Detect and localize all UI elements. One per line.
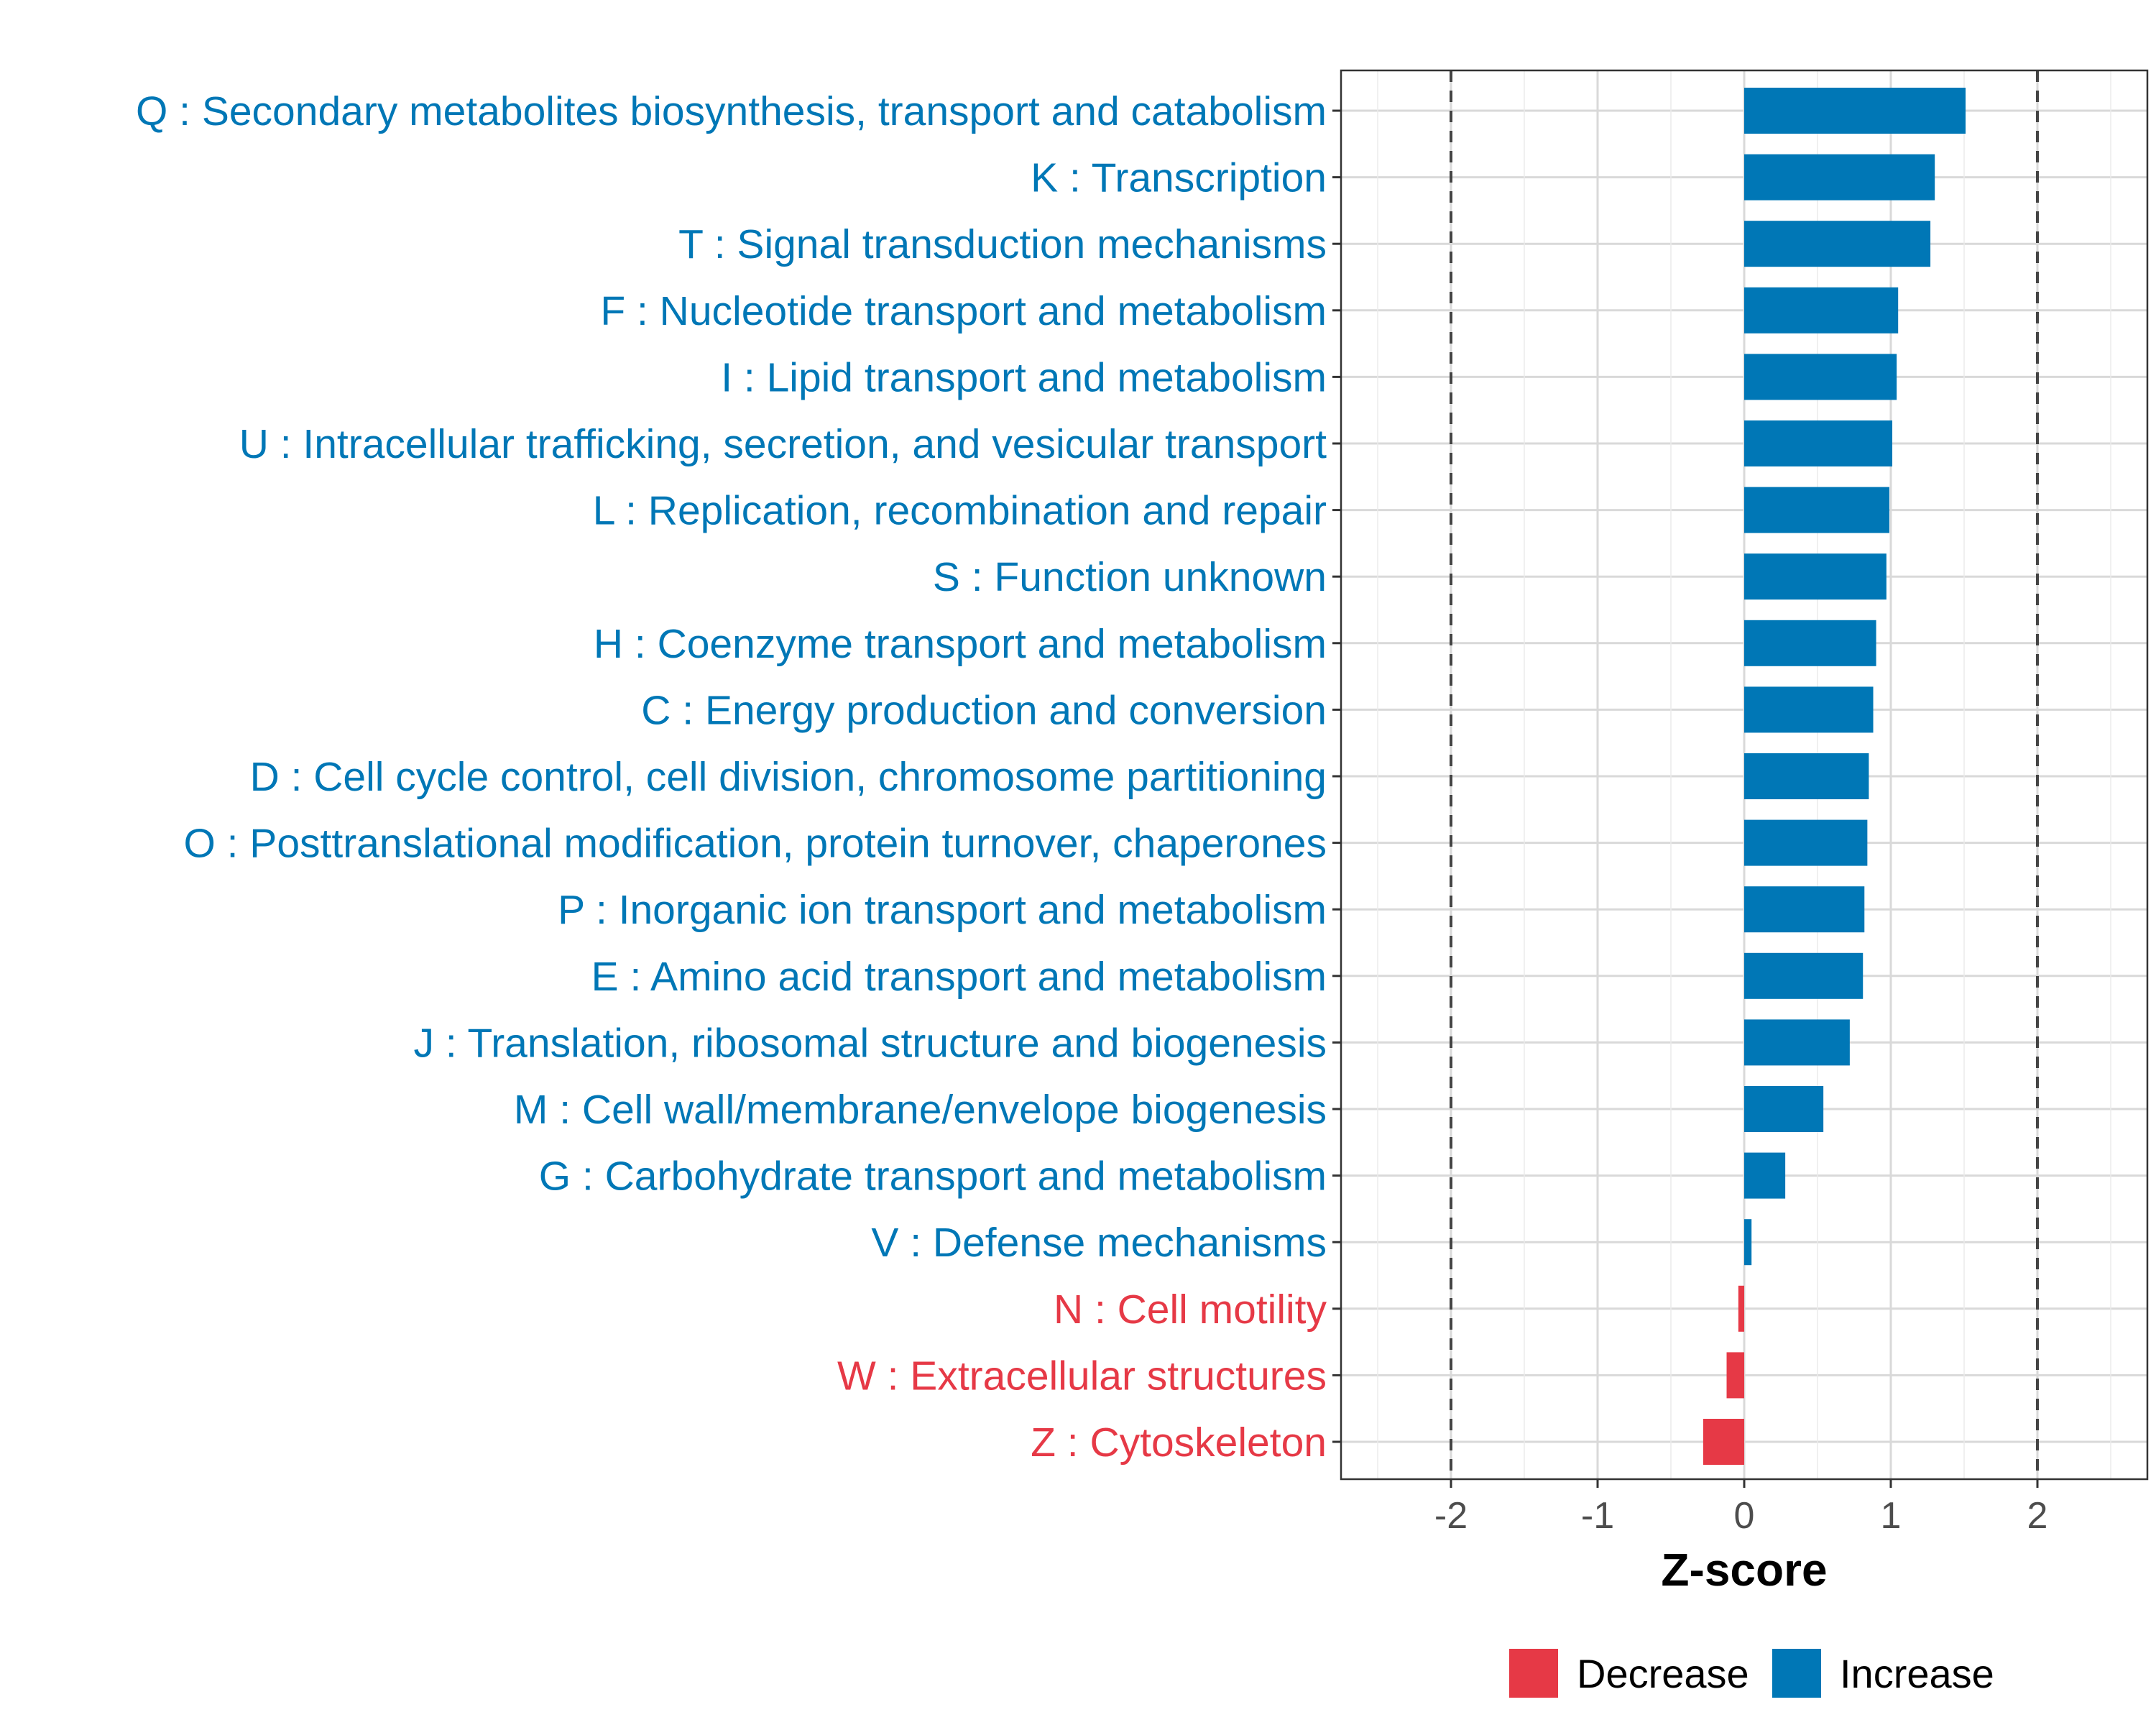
category-label: V : Defense mechanisms [871, 1220, 1327, 1266]
x-tick-label: 0 [1734, 1495, 1755, 1537]
x-tick-label: -2 [1434, 1495, 1468, 1537]
legend-label-increase: Increase [1840, 1651, 1994, 1696]
category-label: U : Intracellular trafficking, secretion… [239, 421, 1327, 467]
category-label: I : Lipid transport and metabolism [721, 354, 1327, 400]
category-label: T : Signal transduction mechanisms [678, 221, 1327, 267]
bar [1744, 420, 1893, 466]
bar [1744, 886, 1865, 933]
category-label: D : Cell cycle control, cell division, c… [250, 754, 1327, 800]
category-label: J : Translation, ribosomal structure and… [414, 1020, 1327, 1066]
plot-area [1340, 69, 2149, 1481]
category-label: N : Cell motility [1054, 1287, 1327, 1333]
bar [1744, 88, 1966, 134]
x-axis-title: Z-score [1661, 1544, 1827, 1596]
bar [1744, 287, 1899, 334]
bar [1744, 221, 1931, 267]
bar [1744, 487, 1889, 533]
category-label: H : Coenzyme transport and metabolism [594, 621, 1327, 667]
bar [1726, 1352, 1744, 1399]
bar [1744, 686, 1874, 733]
bar [1744, 819, 1868, 866]
bar [1744, 620, 1876, 666]
bar [1744, 154, 1935, 201]
bar [1738, 1285, 1744, 1332]
bar [1744, 553, 1886, 600]
category-label: E : Amino acid transport and metabolism [591, 954, 1327, 1000]
category-label: S : Function unknown [933, 554, 1327, 600]
category-label: M : Cell wall/membrane/envelope biogenes… [514, 1087, 1327, 1133]
legend-key-increase [1772, 1649, 1821, 1698]
reference-lines [1450, 70, 2039, 1479]
legend-key-decrease [1509, 1649, 1558, 1698]
x-axis: -2 -1 0 1 2 [1434, 1479, 2048, 1537]
bar [1703, 1419, 1744, 1465]
category-label: W : Extracellular structures [837, 1353, 1327, 1399]
bar [1744, 1152, 1786, 1199]
bar [1744, 753, 1869, 799]
category-label: G : Carbohydrate transport and metabolis… [539, 1154, 1327, 1200]
category-label: F : Nucleotide transport and metabolism [600, 288, 1327, 334]
category-label: P : Inorganic ion transport and metaboli… [558, 887, 1327, 933]
bar [1744, 952, 1864, 999]
bar [1744, 1086, 1824, 1132]
category-label: C : Energy production and conversion [641, 687, 1327, 733]
bar [1744, 354, 1897, 400]
category-label: L : Replication, recombination and repai… [593, 488, 1327, 534]
x-tick-label: 2 [2027, 1495, 2048, 1537]
bars [1703, 88, 1966, 1465]
category-label: Z : Cytoskeleton [1031, 1420, 1327, 1466]
category-label: O : Posttranslational modification, prot… [183, 821, 1327, 867]
category-label: K : Transcription [1031, 155, 1327, 201]
y-axis-ticks [1332, 109, 1341, 1443]
x-tick-label: 1 [1881, 1495, 1902, 1537]
bar [1744, 1219, 1752, 1266]
legend: Decrease Increase [1509, 1649, 1994, 1698]
x-tick-label: -1 [1581, 1495, 1614, 1537]
legend-label-decrease: Decrease [1577, 1651, 1749, 1696]
category-labels: Q : Secondary metabolites biosynthesis, … [136, 88, 1327, 1466]
category-label: Q : Secondary metabolites biosynthesis, … [136, 88, 1327, 134]
bar [1744, 1019, 1850, 1066]
